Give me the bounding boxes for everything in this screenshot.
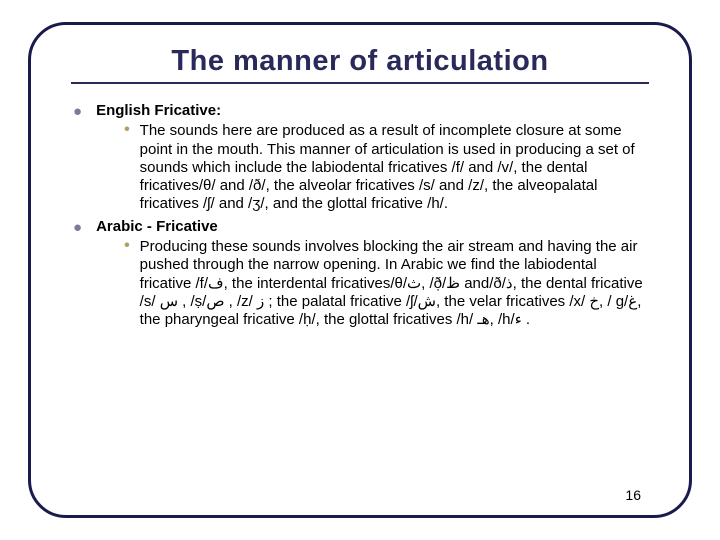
section-heading: Arabic - Fricative: [96, 218, 218, 235]
slide-content: ● English Fricative: • The sounds here a…: [71, 102, 649, 330]
sub-bullet-text: The sounds here are produced as a result…: [140, 122, 649, 213]
sub-bullet-item: • The sounds here are produced as a resu…: [124, 122, 649, 213]
sub-bullet-icon: •: [124, 238, 130, 329]
bullet-text: English Fricative: • The sounds here are…: [96, 102, 649, 214]
sub-bullet-icon: •: [124, 122, 130, 213]
slide-frame: The manner of articulation ● English Fri…: [28, 22, 692, 518]
bullet-icon: ●: [73, 218, 82, 330]
bullet-icon: ●: [73, 102, 82, 214]
slide-title: The manner of articulation: [71, 45, 649, 84]
section-heading: English Fricative:: [96, 102, 221, 119]
sub-bullet-item: • Producing these sounds involves blocki…: [124, 238, 649, 329]
page-number: 16: [625, 487, 641, 503]
bullet-text: Arabic - Fricative • Producing these sou…: [96, 218, 649, 330]
bullet-item: ● English Fricative: • The sounds here a…: [71, 102, 649, 214]
sub-bullet-text: Producing these sounds involves blocking…: [140, 238, 649, 329]
bullet-item: ● Arabic - Fricative • Producing these s…: [71, 218, 649, 330]
